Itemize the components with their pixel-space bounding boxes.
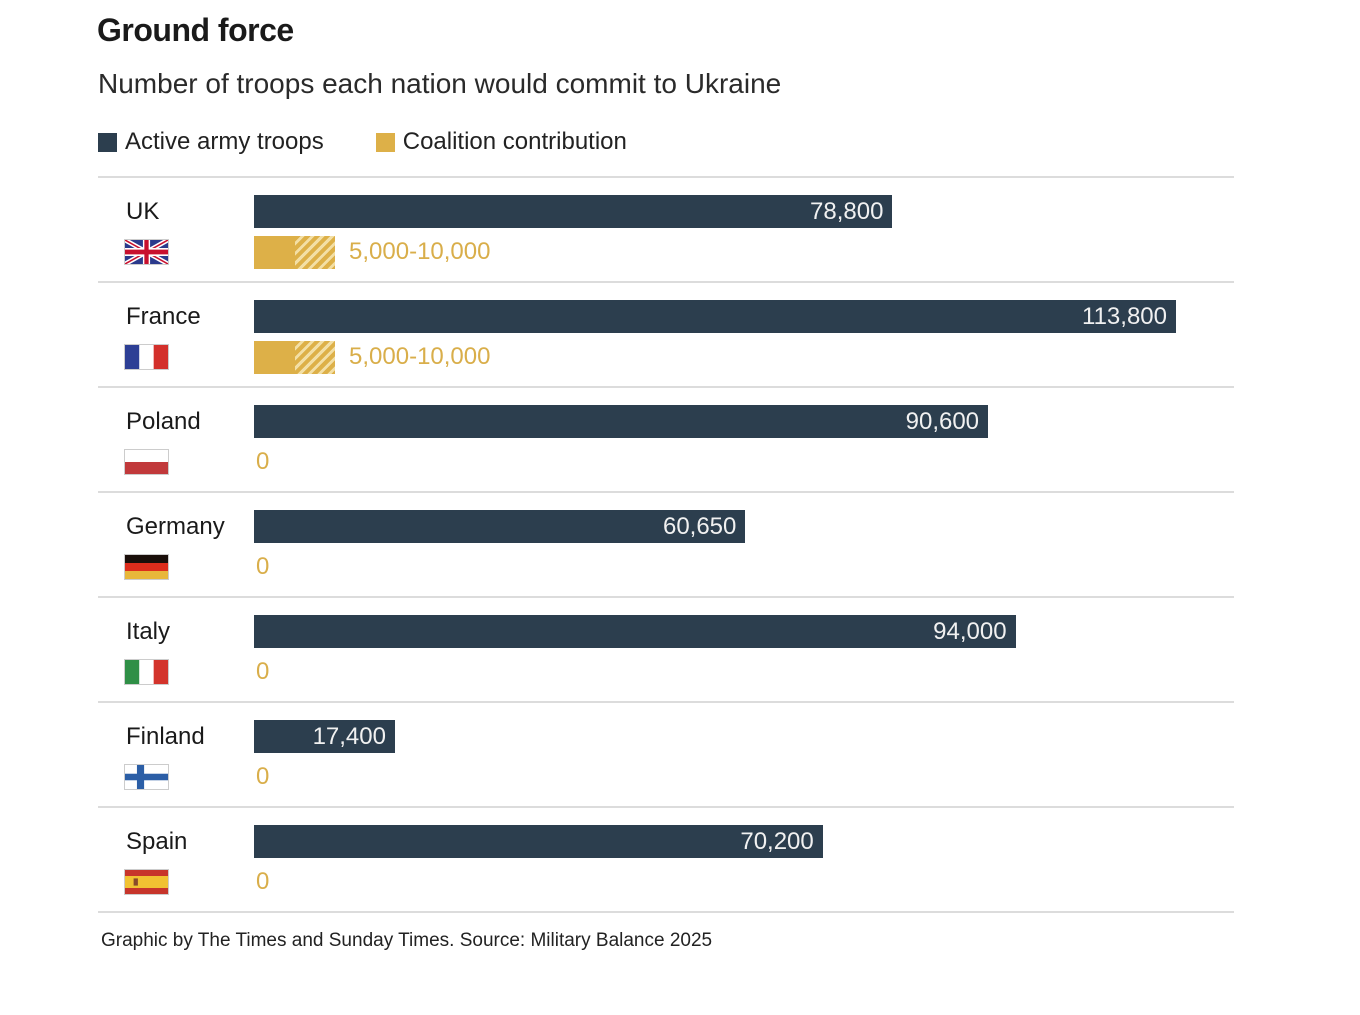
active-army-bar: 17,400 bbox=[254, 720, 395, 753]
germany-flag-icon bbox=[125, 555, 168, 579]
active-army-value-label: 94,000 bbox=[933, 618, 1007, 645]
country-label: UK bbox=[126, 198, 160, 225]
active-army-value-label: 113,800 bbox=[1082, 303, 1167, 330]
chart-row-italy: Italy 94,000 0 bbox=[98, 598, 1234, 703]
legend-item-coalition: Coalition contribution bbox=[375, 128, 627, 156]
legend-label: Active army troops bbox=[125, 128, 324, 155]
bar-chart: UK 78,800 5,000-10,000 France 113,800 5,000-1… bbox=[98, 176, 1234, 913]
legend-label: Coalition contribution bbox=[402, 128, 627, 155]
country-label: Finland bbox=[126, 723, 205, 750]
active-army-bar: 60,650 bbox=[254, 510, 746, 543]
country-label: Italy bbox=[126, 618, 171, 645]
coalition-value-label: 0 bbox=[256, 763, 270, 790]
active-army-bar: 94,000 bbox=[254, 615, 1016, 648]
chart-row-france: France 113,800 5,000-10,000 bbox=[98, 283, 1234, 388]
uk-flag-icon bbox=[125, 240, 168, 264]
coalition-value-label: 5,000-10,000 bbox=[349, 238, 491, 265]
coalition-value-label: 0 bbox=[256, 553, 270, 580]
chart-subtitle: Number of troops each nation would commi… bbox=[98, 68, 782, 99]
source-footnote: Graphic by The Times and Sunday Times. S… bbox=[101, 930, 713, 951]
coalition-bar-min bbox=[254, 341, 295, 374]
active-army-value-label: 90,600 bbox=[905, 408, 980, 435]
coalition-bar-range bbox=[294, 341, 335, 374]
chart-row-poland: Poland 90,600 0 bbox=[98, 388, 1234, 493]
france-flag-icon bbox=[125, 345, 168, 369]
country-label: Germany bbox=[126, 513, 225, 540]
legend-swatch-coalition bbox=[375, 132, 395, 152]
active-army-value-label: 78,800 bbox=[810, 198, 884, 225]
coalition-bar-range bbox=[294, 236, 335, 269]
coalition-value-label: 0 bbox=[256, 868, 270, 895]
active-army-bar: 78,800 bbox=[254, 195, 893, 228]
chart-row-uk: UK 78,800 5,000-10,000 bbox=[98, 176, 1234, 283]
legend-item-active-army: Active army troops bbox=[98, 128, 324, 156]
active-army-value-label: 60,650 bbox=[662, 513, 737, 540]
italy-flag-icon bbox=[125, 660, 168, 684]
spain-flag-icon bbox=[125, 870, 168, 894]
chart-row-spain: Spain 70,200 0 bbox=[98, 808, 1234, 913]
country-label: France bbox=[126, 303, 201, 330]
coalition-value-label: 5,000-10,000 bbox=[349, 343, 491, 370]
coalition-value-label: 0 bbox=[256, 448, 270, 475]
chart-row-finland: Finland 17,400 0 bbox=[98, 703, 1234, 808]
legend-swatch-active-army bbox=[98, 132, 117, 152]
coalition-bar-min bbox=[254, 236, 295, 269]
country-label: Poland bbox=[126, 408, 201, 435]
active-army-value-label: 70,200 bbox=[740, 828, 814, 855]
active-army-bar: 70,200 bbox=[254, 825, 823, 858]
finland-flag-icon bbox=[125, 765, 168, 789]
chart-title: Ground force bbox=[97, 12, 294, 48]
legend: Active army troops Coalition contributio… bbox=[98, 128, 679, 156]
active-army-bar: 90,600 bbox=[254, 405, 989, 438]
poland-flag-icon bbox=[125, 450, 168, 474]
coalition-value-label: 0 bbox=[256, 658, 270, 685]
active-army-value-label: 17,400 bbox=[312, 723, 386, 750]
country-label: Spain bbox=[126, 828, 188, 855]
active-army-bar: 113,800 bbox=[254, 300, 1176, 333]
chart-row-germany: Germany 60,650 0 bbox=[98, 493, 1234, 598]
